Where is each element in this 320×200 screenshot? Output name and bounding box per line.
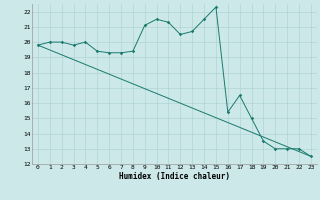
X-axis label: Humidex (Indice chaleur): Humidex (Indice chaleur) <box>119 172 230 181</box>
